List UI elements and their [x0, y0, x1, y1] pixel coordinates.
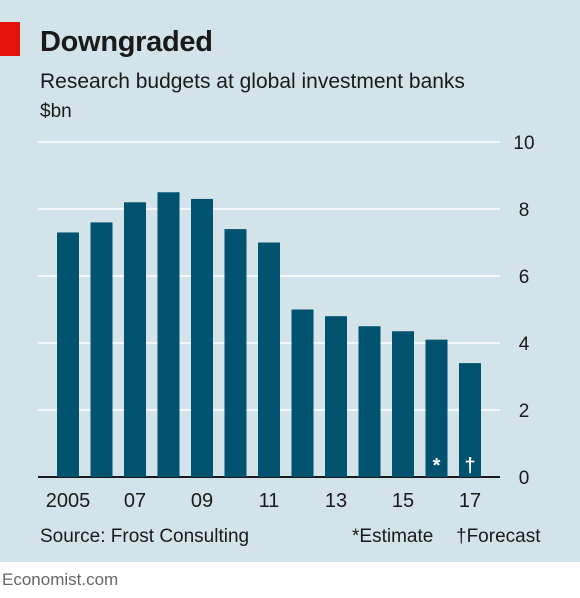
- brand-credit: Economist.com: [2, 570, 119, 589]
- bar-2017: [459, 363, 481, 477]
- bar-marker: †: [464, 455, 475, 477]
- x-tick-label: 15: [392, 490, 414, 512]
- source-note: Source: Frost Consulting: [40, 526, 250, 547]
- bar-2008: [157, 192, 180, 477]
- bar-2012: [291, 309, 314, 477]
- bar-2014: [358, 326, 381, 477]
- chart-subtitle: Research budgets at global investment ba…: [40, 70, 465, 93]
- bar-markers: * †: [433, 455, 476, 477]
- x-tick-label: 07: [124, 490, 146, 512]
- x-tick-label: 11: [259, 490, 280, 512]
- bar-2011: [258, 242, 280, 477]
- bar-2016: [425, 339, 448, 477]
- bar-2015: [392, 331, 414, 477]
- x-tick-label: 09: [191, 490, 213, 512]
- x-tick-labels: 2005 07 09 11 13 15 17: [46, 490, 481, 512]
- y-tick-label: 6: [519, 267, 530, 288]
- forecast-footnote: †Forecast: [456, 526, 541, 547]
- chart-title: Downgraded: [40, 26, 213, 58]
- y-tick-label: 10: [513, 133, 534, 154]
- estimate-footnote: *Estimate: [352, 526, 434, 547]
- bar-marker: *: [433, 455, 441, 477]
- x-tick-label: 13: [325, 490, 347, 512]
- x-tick-label: 17: [459, 490, 481, 512]
- bars: [57, 192, 481, 478]
- brand-red-tab: [0, 22, 20, 56]
- y-tick-labels: 0 2 4 6 8 10: [513, 133, 534, 489]
- bar-2007: [124, 202, 146, 478]
- y-tick-label: 0: [519, 468, 530, 489]
- y-tick-label: 2: [519, 401, 530, 422]
- y-axis-unit: $bn: [40, 101, 72, 122]
- bar-2006: [90, 222, 113, 477]
- bar-2010: [224, 229, 247, 477]
- y-tick-label: 4: [519, 334, 530, 355]
- bar-2009: [191, 198, 213, 477]
- y-tick-label: 8: [519, 200, 530, 221]
- bar-2013: [325, 316, 347, 477]
- bar-2005: [57, 232, 79, 477]
- x-tick-label: 2005: [46, 490, 91, 512]
